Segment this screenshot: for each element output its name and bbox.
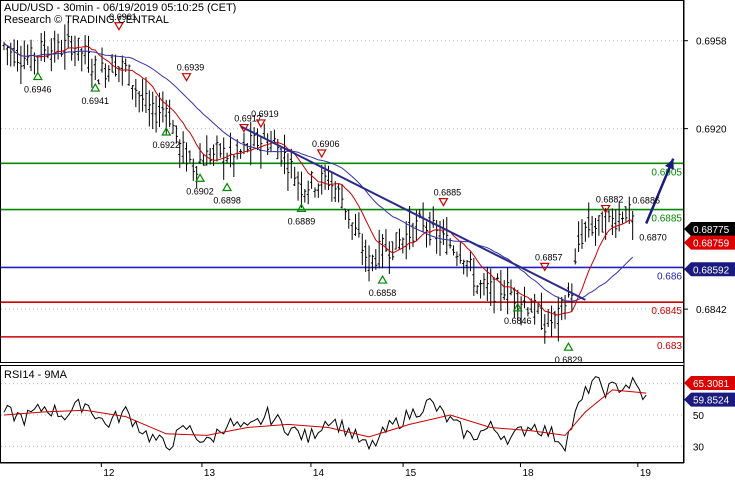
grid-layer	[1, 40, 683, 310]
pivot-low-marker	[90, 82, 101, 92]
pivot-high-marker	[600, 204, 611, 214]
pivot-low-marker	[377, 274, 388, 284]
pivot-note-label: 0.6870	[639, 232, 667, 242]
rsi-ma-badge-label: 59.8524	[693, 396, 730, 407]
pivot-low-label: 0.6858	[369, 288, 397, 298]
pivot-high-marker	[438, 198, 449, 207]
level-label: 0.683	[657, 341, 682, 352]
x-tick-label: 12	[103, 468, 115, 479]
chart-title: AUD/USD - 30min - 06/19/2019 05:10:25 (C…	[4, 2, 236, 14]
projection-arrow-shaft	[645, 158, 675, 224]
x-tick-label: 15	[405, 468, 417, 479]
pivot-low-marker	[222, 182, 233, 192]
pivot-high-label: 0.6961	[109, 12, 137, 22]
pivot-low-label: 0.6946	[24, 84, 52, 94]
pivot-note-label: 0.6886	[632, 195, 660, 205]
rsi-panel-frame	[0, 365, 684, 463]
pivot-low-label: 0.6846	[504, 316, 532, 326]
rsi-label: RSI14 - 9MA	[4, 369, 68, 381]
pivot-low-label: 0.6902	[186, 186, 214, 196]
pivot-low-marker	[563, 341, 574, 351]
x-tick-label: 19	[640, 468, 652, 479]
pivot-low-label: 0.6922	[152, 140, 180, 150]
moving-average-layer	[3, 43, 634, 316]
rsi-badge-shape	[684, 376, 735, 391]
pivot-high-label: 0.6939	[177, 63, 205, 73]
pivot-high-marker	[316, 149, 327, 159]
pivot-high-label: 0.6882	[596, 195, 624, 205]
price-tick-label: 0.6842	[696, 305, 727, 316]
rsi-tick-label: 50	[693, 411, 705, 422]
pivot-low-marker	[161, 126, 172, 136]
rsi-moving-average	[3, 389, 647, 438]
pivot-high-marker	[238, 123, 250, 133]
pivot-high-label: 0.6857	[535, 252, 563, 262]
fast-ma-badge-label: 0.68759	[693, 239, 730, 250]
pivot-low-marker	[32, 71, 43, 81]
pivot-low-marker	[296, 203, 307, 212]
pivot-low-marker	[195, 173, 206, 182]
pivot-low-label: 0.6829	[555, 355, 583, 365]
descending-trendline	[240, 125, 586, 301]
rsi-tick-label: 30	[693, 442, 705, 453]
level-label: 0.6845	[651, 306, 682, 317]
pivot-high-marker	[539, 262, 550, 272]
pivot-high-marker	[113, 22, 124, 31]
trendline-layer	[240, 125, 675, 301]
pivot-low-label: 0.6889	[288, 216, 316, 226]
last-price-badge-label: 0.68775	[693, 225, 730, 236]
pivot-low-marker	[512, 302, 523, 312]
level-label: 0.686	[657, 271, 682, 282]
chart-subtitle: Research © TRADING CENTRAL	[4, 14, 169, 26]
fast-moving-average	[3, 43, 633, 316]
pivot-high-label: 0.6906	[312, 139, 340, 149]
pivot-low-label: 0.6898	[213, 196, 241, 206]
slow-ma-badge-label: 0.68592	[693, 265, 730, 276]
price-tick-label: 0.6958	[696, 37, 727, 48]
x-tick-label: 18	[522, 468, 534, 479]
projection-arrow-head	[665, 158, 674, 170]
pivot-low-label: 0.6941	[81, 96, 109, 106]
pivot-high-label: 0.6917	[234, 114, 262, 124]
x-tick-label: 14	[313, 468, 325, 479]
slow-ma-badge-shape	[684, 262, 735, 277]
pivot-high-marker	[255, 119, 266, 129]
slow-moving-average	[3, 43, 634, 302]
pivot-layer: 0.69460.69410.69610.69220.69390.69020.68…	[24, 12, 667, 365]
last-price-badge-shape	[684, 221, 735, 236]
x-tick-label: 13	[204, 468, 216, 479]
pivot-high-label: 0.6885	[434, 188, 462, 198]
pivot-high-marker	[181, 73, 192, 82]
rsi-layer	[1, 376, 683, 453]
price-tick-label: 0.6920	[696, 125, 727, 136]
fast-ma-badge-shape	[684, 235, 735, 250]
rsi-badge-label: 65.3081	[693, 379, 730, 390]
axis-layer: 0.6958 0.6920 0.6842 12 13 14 15 18 19 50 30	[0, 37, 727, 479]
badge-layer: 0.68775 0.68759 0.68592 65.3081 59.8524	[684, 221, 735, 407]
rsi-line	[3, 376, 647, 453]
rsi-ma-badge-shape	[684, 392, 735, 407]
level-label: 0.6885	[651, 214, 682, 225]
pivot-high-label: 0.6919	[251, 109, 279, 119]
